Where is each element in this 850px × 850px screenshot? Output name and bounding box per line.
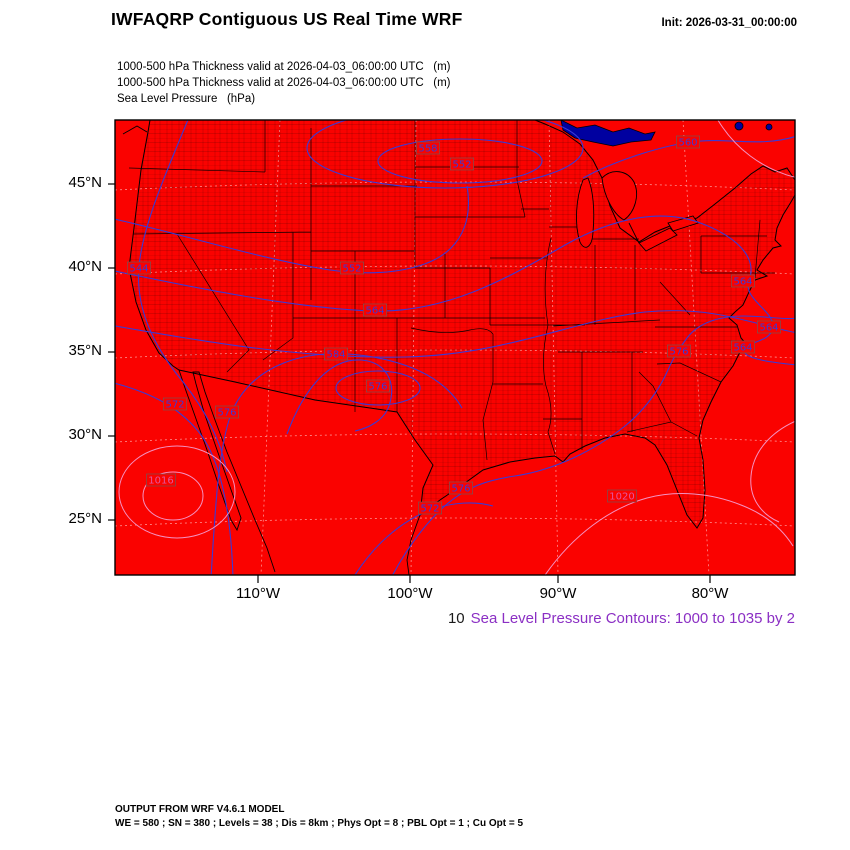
svg-text:576: 576 <box>217 408 236 419</box>
svg-text:584: 584 <box>326 350 345 361</box>
svg-text:1020: 1020 <box>609 492 634 503</box>
svg-text:552: 552 <box>452 160 471 171</box>
svg-text:552: 552 <box>342 264 361 275</box>
state-borders <box>128 120 775 461</box>
subtitle-slp: Sea Level Pressure (hPa) <box>117 93 256 105</box>
caption-text: Sea Level Pressure Contours: 1000 to 103… <box>470 610 795 627</box>
init-timestamp: Init: 2026-03-31_00:00:00 <box>661 17 797 29</box>
x-axis-label-100w: 100°W <box>387 585 433 602</box>
contour-caption: 10 Sea Level Pressure Contours: 1000 to 1… <box>448 610 795 627</box>
svg-text:572: 572 <box>420 504 439 515</box>
svg-text:564: 564 <box>733 343 752 354</box>
contour-labels: 558 552 560 544 552 564 584 576 572 576 576 572 564 5… <box>127 135 781 515</box>
svg-text:576: 576 <box>451 484 470 495</box>
great-lakes <box>560 120 773 252</box>
svg-text:564: 564 <box>733 277 752 288</box>
svg-text:576: 576 <box>368 382 387 393</box>
lake-erie <box>638 227 678 252</box>
map-frame <box>114 119 796 576</box>
caption-prefix: 10 <box>447 610 465 627</box>
subtitle-thickness-1: 1000-500 hPa Thickness valid at 2026-04-… <box>117 61 451 73</box>
svg-text:576: 576 <box>669 347 688 358</box>
svg-text:564: 564 <box>759 323 778 334</box>
x-axis-label-80w: 80°W <box>691 585 729 602</box>
weather-map: 558 552 560 544 552 564 584 576 572 576 576 572 564 5… <box>108 119 796 583</box>
footer-model-line: OUTPUT FROM WRF V4.6.1 MODEL <box>115 804 285 815</box>
y-axis-label-25n: 25°N <box>68 510 102 527</box>
x-axis-label-90w: 90°W <box>539 585 577 602</box>
blue-fill-spot-1 <box>734 121 744 131</box>
y-axis-label-35n: 35°N <box>68 342 102 359</box>
y-axis-label-45n: 45°N <box>68 174 102 191</box>
svg-text:1016: 1016 <box>148 476 173 487</box>
axis-ticks <box>108 183 711 583</box>
y-axis-label-30n: 30°N <box>68 426 102 443</box>
svg-text:560: 560 <box>678 138 697 149</box>
vancouver-island <box>122 125 148 135</box>
lake-huron <box>601 171 637 221</box>
footer-config-line: WE = 580 ; SN = 380 ; Levels = 38 ; Dis … <box>115 818 524 829</box>
page-title: IWFAQRP Contiguous US Real Time WRF <box>111 9 463 29</box>
lake-superior-blue-fill <box>560 120 656 147</box>
svg-text:564: 564 <box>365 306 384 317</box>
subtitle-thickness-2: 1000-500 hPa Thickness valid at 2026-04-… <box>117 77 451 89</box>
blue-fill-spot-2 <box>765 123 773 131</box>
svg-text:558: 558 <box>418 144 437 155</box>
lake-michigan <box>576 177 595 248</box>
x-axis-label-110w: 110°W <box>235 585 281 602</box>
svg-text:572: 572 <box>165 400 184 411</box>
y-axis-label-40n: 40°N <box>68 258 102 275</box>
svg-text:544: 544 <box>129 264 148 275</box>
pressure-contours <box>118 120 795 575</box>
